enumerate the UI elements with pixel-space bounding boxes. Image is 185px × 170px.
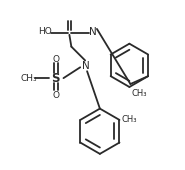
Text: CH₃: CH₃	[131, 89, 147, 98]
Text: N: N	[89, 27, 97, 37]
Text: O: O	[52, 91, 59, 100]
Text: O: O	[52, 55, 59, 64]
Text: CH₃: CH₃	[21, 74, 37, 83]
Text: HO: HO	[38, 27, 52, 36]
Text: N: N	[82, 61, 90, 71]
Text: CH₃: CH₃	[121, 115, 137, 124]
Text: S: S	[51, 72, 60, 85]
